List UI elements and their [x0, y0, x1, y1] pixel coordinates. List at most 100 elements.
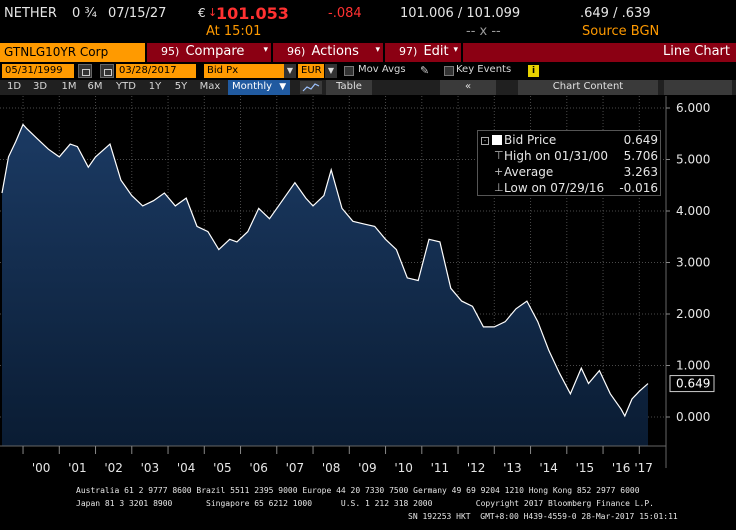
currency-symbol: €	[198, 6, 206, 20]
x-tick-label: '09	[358, 461, 377, 475]
low-marker-icon: ⊥	[494, 181, 504, 194]
legend-label: Average	[504, 165, 554, 179]
edit-menu-label: Edit	[423, 44, 449, 59]
y-tick-label: 2.000	[676, 307, 710, 321]
chevron-down-icon: ▾	[375, 45, 380, 55]
periodicity-label: Monthly	[232, 81, 273, 92]
coupon: 0 ¾	[72, 6, 98, 21]
chevron-down-icon: ▼	[279, 82, 287, 92]
x-tick-label: '03	[141, 461, 160, 475]
x-tick-label: '14	[539, 461, 558, 475]
range-3d[interactable]: 3D	[32, 81, 48, 92]
footer-contacts-line1: Australia 61 2 9777 8600 Brazil 5511 239…	[76, 486, 640, 495]
compare-menu[interactable]: 95) Compare ▾	[147, 43, 271, 62]
quote-header: NETHER 0 ¾ 07/15/27 € ↓ 101.053 -.084 10…	[0, 0, 736, 42]
pencil-icon[interactable]: ✎	[420, 64, 430, 77]
last-price: 101.053	[216, 4, 289, 23]
collapse-icon[interactable]: -	[481, 137, 489, 145]
x-tick-label: '12	[467, 461, 486, 475]
y-tick-label: 3.000	[676, 256, 710, 270]
x-tick-label: '01	[68, 461, 87, 475]
chart-canvas[interactable]: 6.000 5.000 4.000 3.000 2.000 1.000 0.000 '00 '0…	[0, 96, 736, 486]
toolbar-blank-button[interactable]	[664, 80, 732, 95]
x-tick-label: '05	[213, 461, 232, 475]
chevron-down-icon[interactable]: ▼	[284, 64, 296, 78]
compare-menu-label: Compare	[185, 44, 245, 59]
view-title: Line Chart	[463, 43, 736, 62]
mov-avgs-label: Mov Avgs	[358, 64, 406, 75]
legend-high: ⊤ High on 01/31/00 5.706	[482, 149, 658, 165]
quote-time: At 15:01	[206, 24, 262, 39]
compare-menu-number: 95)	[161, 45, 180, 58]
legend-label: Bid Price	[504, 133, 557, 147]
chevron-down-icon: ▾	[453, 45, 458, 55]
ticker: NETHER	[4, 6, 57, 21]
legend-value: -0.016	[619, 181, 658, 195]
actions-menu[interactable]: 96) Actions ▾	[273, 43, 383, 62]
periodicity-select[interactable]: Monthly ▼	[228, 80, 290, 95]
edit-menu[interactable]: 97) Edit ▾	[385, 43, 461, 62]
line-chart[interactable]: 6.000 5.000 4.000 3.000 2.000 1.000 0.000 '00 '0…	[0, 96, 736, 486]
x-tick-label: '04	[177, 461, 196, 475]
average-marker-icon: +	[494, 165, 504, 178]
range-1m[interactable]: 1M	[61, 81, 77, 92]
x-tick-label: '10	[394, 461, 413, 475]
start-date-field[interactable]: 05/31/1999	[2, 64, 74, 78]
pricing-source: Source BGN	[582, 24, 660, 39]
chevron-down-icon[interactable]: ▼	[325, 64, 337, 78]
field-select[interactable]: Bid Px	[204, 64, 292, 78]
range-1d[interactable]: 1D	[6, 81, 22, 92]
x-tick-label: '00	[32, 461, 51, 475]
edit-menu-number: 97)	[399, 45, 418, 58]
net-change: -.084	[328, 6, 362, 21]
bid-ask-size: -- x --	[466, 24, 501, 39]
key-events-checkbox[interactable]	[444, 66, 454, 76]
currency-select[interactable]: EUR	[298, 64, 324, 78]
series-line	[1, 123, 649, 418]
legend-value: 5.706	[623, 149, 658, 163]
y-tick-label: 0.000	[676, 410, 710, 424]
range-5y[interactable]: 5Y	[174, 81, 188, 92]
table-button[interactable]: Table	[326, 80, 372, 95]
y-tick-label: 5.000	[676, 153, 710, 167]
yields: .649 / .639	[580, 6, 651, 21]
legend-bid-price: - Bid Price 0.649	[481, 133, 658, 149]
x-tick-label: '11	[431, 461, 450, 475]
x-tick-label: '06	[249, 461, 268, 475]
legend-label: Low on 07/29/16	[504, 181, 605, 195]
chart-content-button[interactable]: Chart Content	[518, 80, 658, 95]
range-6m[interactable]: 6M	[87, 81, 103, 92]
y-tick-label: 6.000	[676, 101, 710, 115]
legend-value: 0.649	[623, 133, 658, 147]
calendar-icon[interactable]	[78, 64, 92, 78]
range-ytd[interactable]: YTD	[116, 81, 136, 92]
chevron-down-icon: ▾	[263, 45, 268, 55]
x-tick-label: '08	[322, 461, 341, 475]
x-tick-label: '16	[612, 461, 631, 475]
x-tick-label: '07	[286, 461, 305, 475]
key-events-label: Key Events	[456, 64, 512, 75]
collapse-icon[interactable]: «	[440, 80, 496, 95]
bid-ask: 101.006 / 101.099	[400, 6, 521, 21]
security-field[interactable]: GTNLG10YR Corp	[0, 43, 145, 62]
line-chart-icon[interactable]	[300, 81, 322, 94]
footer-contacts-line2: Japan 81 3 3201 8900 Singapore 65 6212 1…	[76, 499, 654, 508]
legend-value: 3.263	[623, 165, 658, 179]
x-tick-label: '02	[104, 461, 123, 475]
calendar-icon[interactable]	[100, 64, 114, 78]
menu-bar: GTNLG10YR Corp 95) Compare ▾ 96) Actions…	[0, 43, 736, 62]
maturity: 07/15/27	[108, 6, 167, 21]
legend-average: + Average 3.263	[482, 165, 658, 181]
footer-session-id: SN 192253 HKT GMT+8:00 H439-4559-0 28-Ma…	[408, 512, 678, 521]
mov-avgs-checkbox[interactable]	[344, 66, 354, 76]
range-1y[interactable]: 1Y	[148, 81, 162, 92]
actions-menu-number: 96)	[287, 45, 306, 58]
info-icon[interactable]: i	[528, 65, 539, 77]
range-toolbar: 1D 3D 1M 6M YTD 1Y 5Y Max Monthly ▼ Tabl…	[0, 80, 736, 95]
footer: Australia 61 2 9777 8600 Brazil 5511 239…	[0, 486, 736, 530]
last-value-box	[669, 375, 715, 393]
series-swatch	[492, 135, 502, 145]
range-max[interactable]: Max	[199, 81, 221, 92]
chart-legend[interactable]: - Bid Price 0.649 ⊤ High on 01/31/00 5.7…	[477, 130, 661, 196]
end-date-field[interactable]: 03/28/2017	[116, 64, 196, 78]
